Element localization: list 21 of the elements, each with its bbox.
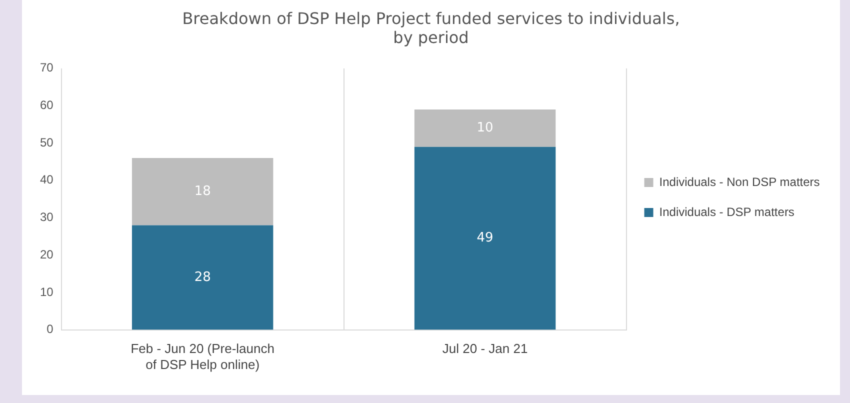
y-tick-label: 20 (40, 247, 54, 262)
bar (414, 146, 556, 330)
y-tick-label: 70 (40, 60, 54, 75)
y-tick-label: 10 (40, 284, 54, 299)
bar (132, 158, 274, 226)
data-label: 49 (476, 230, 494, 246)
x-tick-label: Feb - Jun 20 (Pre-launch of DSP Help online) (130, 341, 274, 372)
bar (132, 225, 274, 330)
bar (414, 109, 556, 147)
data-label: 10 (476, 120, 494, 136)
chart-title: Breakdown of DSP Help Project funded services to individuals, by period (182, 8, 680, 47)
x-tick-label: Jul 20 - Jan 21 (442, 341, 528, 356)
data-label: 28 (194, 270, 211, 285)
y-tick-label: 0 (46, 322, 54, 336)
data-label: 18 (194, 184, 211, 200)
y-tick-label: 60 (40, 98, 54, 112)
y-tick-label: 30 (40, 210, 54, 224)
y-tick-label: 50 (40, 135, 54, 150)
legend-label: Individuals - Non DSP matters (659, 174, 820, 189)
legend-label: Individuals - DSP matters (659, 204, 794, 219)
y-tick-label: 40 (40, 172, 54, 187)
